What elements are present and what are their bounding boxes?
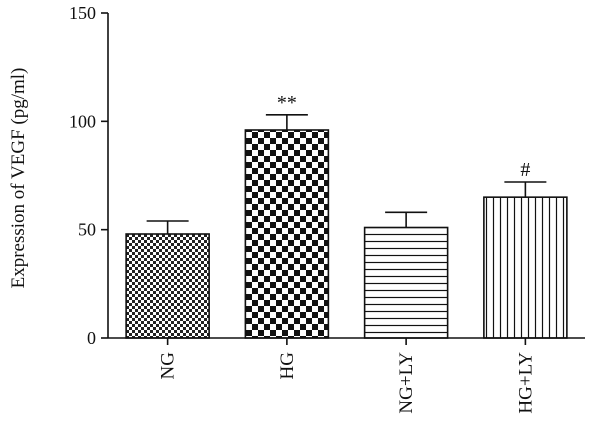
bar-hg: [244, 129, 330, 339]
x-category-label: HG: [277, 352, 298, 380]
significance-label: #: [520, 159, 530, 181]
bar-hg-ly: [483, 196, 568, 339]
significance-label: **: [277, 92, 297, 114]
y-tick-label: 0: [87, 328, 96, 348]
bar-ng-ly: [363, 226, 449, 339]
y-axis-title: Expression of VEGF (pg/ml): [8, 68, 29, 289]
y-tick-label: 150: [69, 3, 96, 23]
bar-ng: [125, 233, 210, 339]
y-axis: 0 50 100 150: [69, 3, 109, 348]
x-axis: NG HG NG+LY HG+LY: [108, 337, 585, 414]
x-category-label: NG: [158, 352, 179, 380]
y-tick-label: 100: [69, 111, 96, 131]
x-category-label: NG+LY: [396, 352, 417, 414]
y-tick-label: 50: [78, 220, 96, 240]
bars: ** #: [125, 92, 568, 339]
x-category-label: HG+LY: [515, 352, 536, 414]
